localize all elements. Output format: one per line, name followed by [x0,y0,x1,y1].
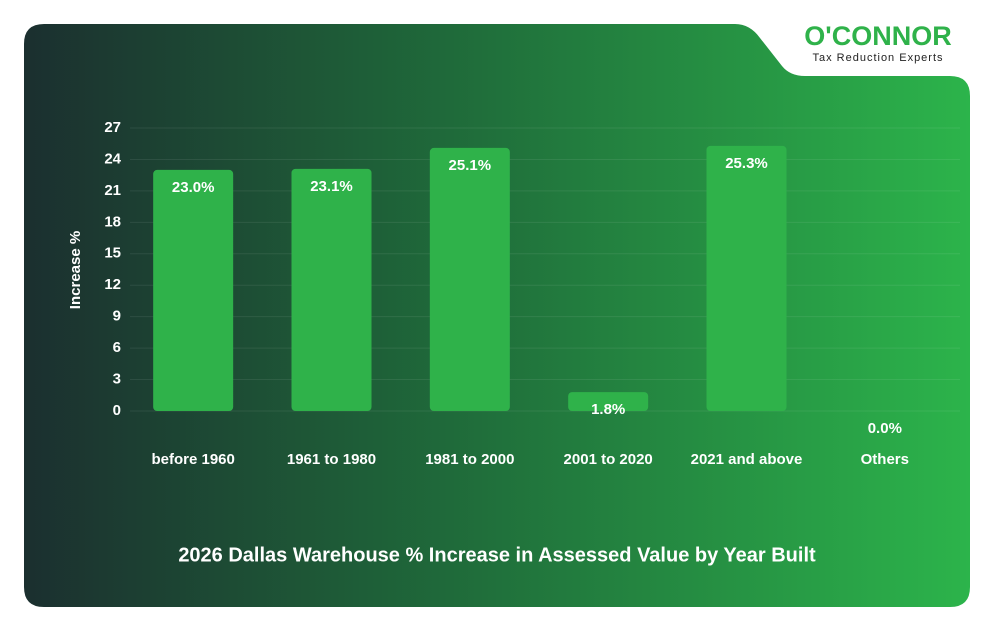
x-tick-label: 1981 to 2000 [425,451,514,468]
y-tick-label: 27 [104,119,121,136]
brand-tagline: Tax Reduction Experts [812,52,943,64]
x-tick-label: 2001 to 2020 [564,451,653,468]
x-tick-label: Others [861,451,909,468]
chart-title: 2026 Dallas Warehouse % Increase in Asse… [178,544,816,566]
y-tick-label: 6 [113,339,121,356]
y-tick-label: 24 [104,150,121,167]
value-label: 0.0% [868,420,902,437]
bar [291,168,372,411]
value-label: 25.3% [725,155,768,172]
y-tick-label: 3 [113,371,121,388]
y-axis-label: Increase % [67,231,84,309]
x-tick-label: 2021 and above [691,451,803,468]
y-tick-label: 9 [113,308,121,325]
bar [706,145,787,411]
x-tick-label: before 1960 [151,451,234,468]
bar [153,169,234,411]
value-label: 23.0% [172,179,215,196]
value-label: 25.1% [449,157,492,174]
y-tick-label: 15 [104,245,121,262]
bar [568,392,649,411]
bar [429,147,510,412]
value-label: 1.8% [591,401,625,418]
value-label: 23.1% [310,178,353,195]
y-tick-label: 21 [104,182,121,199]
y-tick-label: 18 [104,213,121,230]
x-tick-label: 1961 to 1980 [287,451,376,468]
brand-name: O'CONNOR [804,21,951,51]
y-tick-label: 0 [113,402,121,419]
y-tick-label: 12 [104,276,121,293]
